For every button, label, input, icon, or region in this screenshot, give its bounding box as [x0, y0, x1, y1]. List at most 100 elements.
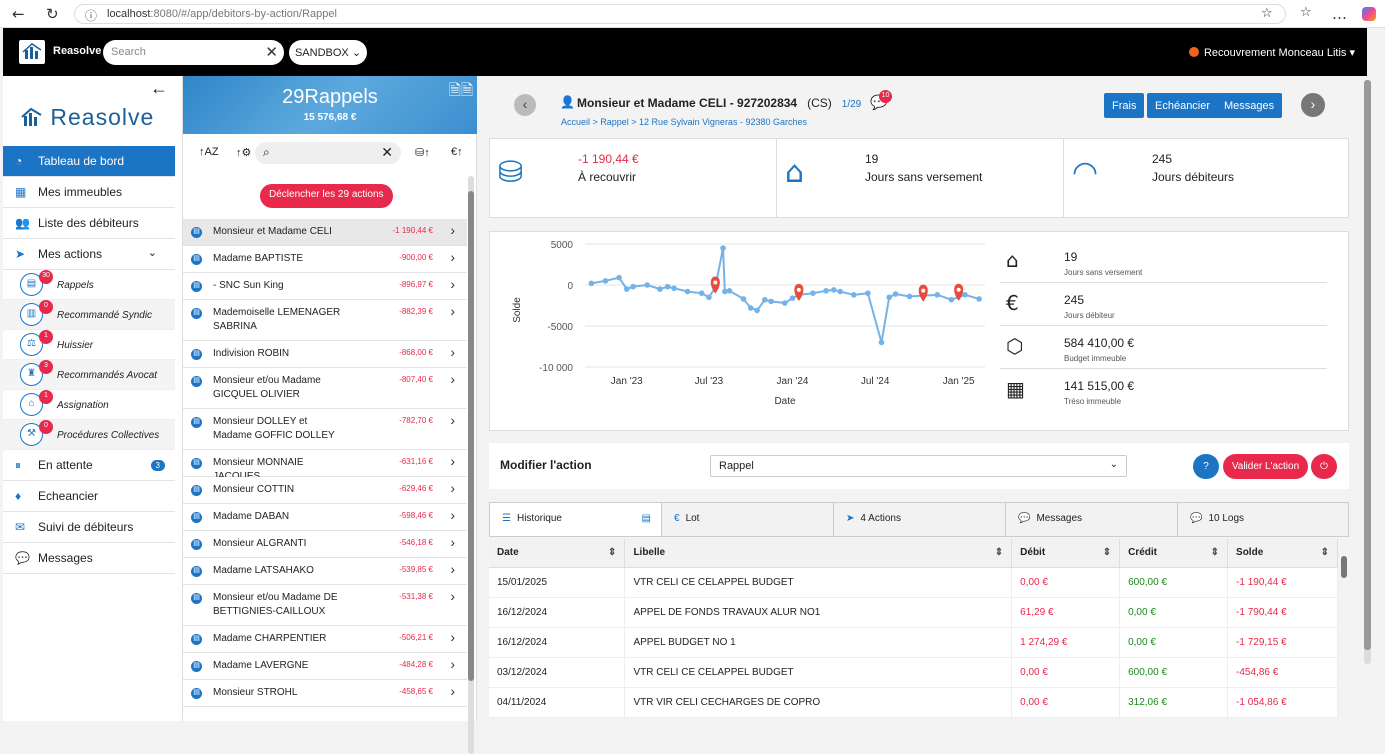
sidebar-item-immeubles[interactable]: ▦ Mes immeubles: [3, 177, 175, 208]
clear-search-icon[interactable]: ✕: [265, 44, 278, 61]
sub-item-assignation[interactable]: ⌂ 1 Assignation: [3, 390, 175, 420]
bookmark-star-icon[interactable]: ☆: [1261, 6, 1273, 21]
org-selector[interactable]: Recouvrement Monceau Litis ▾: [1188, 46, 1355, 59]
debtor-amount: -868,00 €: [399, 348, 433, 357]
sub-item-recommande[interactable]: ▥ 0 Recommandé Syndic: [3, 300, 175, 330]
debtor-title: Monsieur et Madame CELI - 927202834 (CS) 1…: [577, 96, 862, 110]
copilot-icon[interactable]: [1362, 7, 1376, 21]
stat-recouvrir: ⛁ -1 190,44 € À recouvrir: [490, 139, 777, 217]
search-input[interactable]: Search ✕: [103, 40, 284, 65]
list-scrollbar[interactable]: [468, 176, 474, 754]
list-item[interactable]: ▤ Monsieur ALGRANTI -546,18 € ›: [183, 531, 467, 558]
more-icon[interactable]: …: [1332, 5, 1347, 23]
sort-icon-button[interactable]: ↑⚙: [236, 147, 252, 159]
tab-messages[interactable]: 💬 Messages: [1006, 503, 1178, 536]
list-item[interactable]: ▤ Madame LAVERGNE -484,28 € ›: [183, 653, 467, 680]
list-item[interactable]: ▤ Monsieur et Madame CELI -1 190,44 € ›: [183, 219, 467, 246]
col-solde[interactable]: Solde ⇕: [1227, 539, 1338, 568]
echeancier-button[interactable]: Echéancier: [1147, 93, 1219, 118]
env-selector[interactable]: SANDBOX ⌄: [289, 40, 367, 65]
table-row[interactable]: 04/11/2024 VTR VIR CELI CECHARGES DE COPR…: [489, 687, 1338, 718]
table-cell: 04/11/2024: [489, 687, 626, 718]
sidebar-item-debiteurs[interactable]: 👥 Liste des débiteurs: [3, 208, 175, 239]
excel-export-icon[interactable]: 🗎: [448, 82, 461, 99]
list-item[interactable]: ▤ Madame LATSAHAKO -539,85 € ›: [183, 558, 467, 585]
action-marker: [794, 283, 804, 301]
list-item[interactable]: ▤ Madame BAPTISTE -900,00 € ›: [183, 246, 467, 273]
messages-button[interactable]: Messages: [1216, 93, 1283, 118]
document-icon: ▤: [191, 688, 202, 699]
list-item[interactable]: ▤ Indivision ROBIN -868,00 € ›: [183, 341, 467, 368]
chevron-right-icon: ›: [450, 561, 455, 577]
sort-icon: ⇕: [1320, 547, 1329, 559]
pdf-export-icon[interactable]: 🗎: [460, 82, 473, 99]
frais-button[interactable]: Frais: [1104, 93, 1145, 118]
debtor-list-panel: 29Rappels 15 576,68 € 🗎🗎 ↑AZ ↑⚙ ⌕ ✕ ⛁↑ €↑…: [183, 76, 477, 754]
col-libelle[interactable]: Libelle ⇕: [624, 539, 1013, 568]
tab-lot[interactable]: € Lot: [662, 503, 834, 536]
favorites-icon[interactable]: ☆: [1300, 5, 1312, 20]
table-row[interactable]: 15/01/2025 VTR CELI CE CELAPPEL BUDGET 0,0…: [489, 567, 1338, 598]
list-item[interactable]: ▤ Monsieur STROHL -458,65 € ›: [183, 680, 467, 707]
count-badge: 3: [150, 460, 165, 471]
debtor-amount: -506,21 €: [399, 633, 433, 642]
logo-icon[interactable]: [19, 40, 45, 64]
list-item[interactable]: ▤ - SNC Sun King -896,97 € ›: [183, 273, 467, 300]
sidebar: ← Reasolve ◔ Tableau de bord ▦ Mes immeubl…: [3, 76, 183, 721]
tab-logs[interactable]: 💬 10 Logs: [1190, 513, 1245, 524]
table-cell: 600,00 €: [1119, 657, 1229, 688]
collapse-arrow-icon[interactable]: ←: [150, 78, 168, 98]
list-total: 15 576,68 €: [303, 112, 357, 123]
col-debit[interactable]: Débit ⇕: [1011, 539, 1121, 568]
help-icon[interactable]: ?: [1193, 454, 1219, 479]
info-icon[interactable]: ⓘ: [85, 9, 98, 23]
list-item[interactable]: ▤ Monsieur et/ou Madame GICQUEL OLIVIER …: [183, 368, 467, 409]
list-item[interactable]: ▤ Mademoiselle LEMENAGER SABRINA -882,39…: [183, 300, 467, 341]
reload-icon[interactable]: ↻: [46, 5, 59, 23]
col-date[interactable]: Date ⇕: [489, 539, 626, 568]
sidebar-item-echeancier[interactable]: ♦ Echeancier: [3, 481, 175, 512]
page-scrollbar[interactable]: [1364, 80, 1371, 664]
debtor-amount: -484,28 €: [399, 660, 433, 669]
list-item[interactable]: ▤ Monsieur MONNAIE JACQUES -631,16 € ›: [183, 450, 467, 482]
sub-item-procedures[interactable]: ⚒ 0 Procédures Collectives: [3, 420, 175, 450]
col-credit[interactable]: Crédit ⇕: [1119, 539, 1229, 568]
validate-action-button[interactable]: Valider L'action: [1223, 454, 1308, 479]
list-item[interactable]: ▤ Monsieur et/ou Madame DE BETTIGNIES-CA…: [183, 585, 467, 626]
sub-item-avocat[interactable]: ♜ 3 Recommandés Avocat: [3, 360, 175, 390]
back-icon[interactable]: ←: [12, 5, 25, 23]
table-scrollbar[interactable]: [1341, 541, 1347, 721]
sub-item-huissier[interactable]: ⚖ 1 Huissier: [3, 330, 175, 360]
sub-item-rappels[interactable]: ▤ 30 Rappels: [3, 270, 175, 300]
trigger-actions-button[interactable]: Déclencher les 29 actions: [260, 184, 393, 208]
sort-euro-button[interactable]: €↑: [451, 146, 463, 158]
list-item[interactable]: ▤ Madame DABAN -598,46 € ›: [183, 504, 467, 531]
sort-az-button[interactable]: ↑AZ: [199, 146, 219, 158]
action-marker: [918, 284, 928, 302]
list-item[interactable]: ▤ Monsieur DOLLEY et Madame GOFFIC DOLLE…: [183, 409, 467, 450]
table-row[interactable]: 16/12/2024 APPEL DE FONDS TRAVAUX ALUR NO…: [489, 597, 1338, 628]
address-bar[interactable]: ⓘ localhost:8080/#/app/debitors-by-actio…: [74, 4, 1286, 24]
breadcrumb[interactable]: Accueil > Rappel > 12 Rue Sylvain Vigner…: [561, 117, 807, 127]
power-icon[interactable]: ⏻: [1311, 454, 1337, 479]
list-item[interactable]: ▤ Monsieur COTTIN -629,46 € ›: [183, 477, 467, 504]
data-point: [588, 280, 595, 287]
sidebar-item-dashboard[interactable]: ◔ Tableau de bord: [3, 146, 175, 177]
next-debtor-button[interactable]: ›: [1301, 93, 1325, 117]
x-tick-label: Jan '23: [611, 376, 643, 387]
table-row[interactable]: 03/12/2024 VTR CELI CE CELAPPEL BUDGET 0,0…: [489, 657, 1338, 688]
list-item[interactable]: ▤ Madame CHARPENTIER -506,21 € ›: [183, 626, 467, 653]
action-select[interactable]: Rappel ⌄: [710, 455, 1127, 477]
gauge-icon: ◠: [1072, 155, 1099, 190]
sort-coins-button[interactable]: ⛁↑: [415, 147, 430, 159]
sidebar-item-attente[interactable]: ⏸ En attente 3: [3, 450, 175, 481]
tab-historique[interactable]: ☰ Historique ▤: [490, 503, 662, 536]
sidebar-item-actions[interactable]: ➤ Mes actions ⌄: [3, 239, 175, 270]
sidebar-item-suivi[interactable]: ✉ Suivi de débiteurs: [3, 512, 175, 543]
data-point: [781, 300, 788, 306]
tab-actions[interactable]: ➤ 4 Actions: [834, 503, 1006, 536]
sidebar-item-messages[interactable]: 💬 Messages: [3, 543, 175, 574]
prev-debtor-button[interactable]: ‹: [514, 94, 536, 116]
list-search-input[interactable]: ⌕ ✕: [255, 142, 401, 164]
